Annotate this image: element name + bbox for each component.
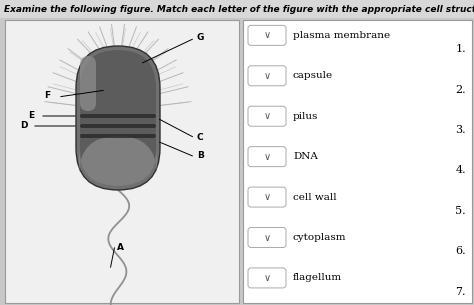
Text: 2.: 2. [456, 84, 466, 95]
Text: 5.: 5. [456, 206, 466, 216]
Text: 1.: 1. [456, 44, 466, 54]
Text: 4.: 4. [456, 165, 466, 175]
FancyBboxPatch shape [0, 0, 474, 18]
FancyBboxPatch shape [79, 136, 157, 186]
FancyBboxPatch shape [80, 56, 96, 111]
FancyBboxPatch shape [80, 114, 156, 118]
Text: 7.: 7. [456, 287, 466, 297]
Text: G: G [197, 33, 204, 41]
Text: 6.: 6. [456, 246, 466, 256]
FancyBboxPatch shape [248, 147, 286, 167]
FancyBboxPatch shape [248, 268, 286, 288]
FancyBboxPatch shape [248, 187, 286, 207]
Text: D: D [20, 120, 27, 130]
FancyBboxPatch shape [248, 228, 286, 247]
Text: ∨: ∨ [264, 152, 271, 162]
Text: F: F [44, 92, 50, 101]
FancyBboxPatch shape [248, 25, 286, 45]
Text: DNA: DNA [293, 152, 318, 161]
FancyBboxPatch shape [80, 134, 156, 138]
Text: E: E [28, 110, 34, 120]
Text: ∨: ∨ [264, 192, 271, 202]
Text: cytoplasm: cytoplasm [293, 233, 346, 242]
Text: Examine the following figure. Match each letter of the figure with the appropria: Examine the following figure. Match each… [4, 5, 474, 13]
Text: A: A [117, 242, 124, 252]
Text: ∨: ∨ [264, 273, 271, 283]
FancyBboxPatch shape [248, 66, 286, 86]
Text: ∨: ∨ [264, 71, 271, 81]
FancyBboxPatch shape [76, 46, 160, 190]
FancyBboxPatch shape [80, 124, 156, 128]
Text: ∨: ∨ [264, 232, 271, 242]
Text: B: B [197, 152, 204, 160]
FancyBboxPatch shape [5, 20, 239, 303]
Text: cell wall: cell wall [293, 192, 337, 202]
FancyBboxPatch shape [243, 20, 472, 303]
Text: pilus: pilus [293, 112, 319, 121]
Text: capsule: capsule [293, 71, 333, 80]
Text: 3.: 3. [456, 125, 466, 135]
Text: plasma membrane: plasma membrane [293, 31, 390, 40]
FancyBboxPatch shape [80, 50, 156, 186]
Text: ∨: ∨ [264, 30, 271, 40]
Text: ∨: ∨ [264, 111, 271, 121]
Text: C: C [197, 132, 204, 142]
FancyBboxPatch shape [248, 106, 286, 126]
Text: flagellum: flagellum [293, 274, 342, 282]
